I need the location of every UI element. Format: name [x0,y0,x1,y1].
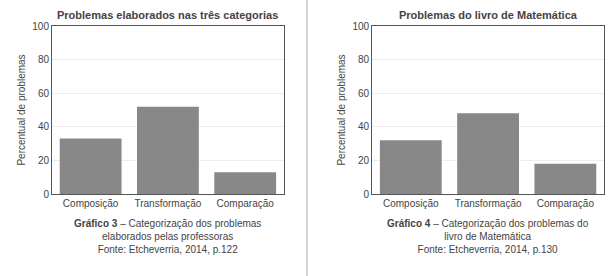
svg-text:20: 20 [38,155,50,166]
svg-text:60: 60 [358,88,370,99]
svg-text:Percentual de problemas: Percentual de problemas [16,54,27,165]
svg-text:Transformação: Transformação [134,198,201,209]
svg-text:80: 80 [38,54,50,65]
svg-text:Comparação: Comparação [537,198,595,209]
svg-text:Problemas do livro de Matemáti: Problemas do livro de Matemática [399,9,578,21]
svg-text:60: 60 [38,88,50,99]
svg-text:40: 40 [38,121,50,132]
svg-text:Percentual de problemas: Percentual de problemas [336,54,347,165]
svg-text:Gráfico 4 – Categorização dos: Gráfico 4 – Categorização dos problemas … [387,218,589,255]
svg-text:Comparação: Comparação [217,198,275,209]
svg-text:Composição: Composição [383,198,439,209]
svg-text:40: 40 [358,121,370,132]
svg-text:Gráfico 3 – Categorização dos: Gráfico 3 – Categorização dos problemase… [74,218,261,255]
svg-text:20: 20 [358,155,370,166]
svg-text:0: 0 [43,189,49,200]
svg-text:100: 100 [352,21,369,32]
svg-text:80: 80 [358,54,370,65]
svg-text:100: 100 [32,21,49,32]
svg-text:0: 0 [364,189,370,200]
svg-text:Problemas elaborados nas três: Problemas elaborados nas três categorias [57,9,278,21]
svg-text:Composição: Composição [63,198,119,209]
svg-text:Transformação: Transformação [455,198,522,209]
